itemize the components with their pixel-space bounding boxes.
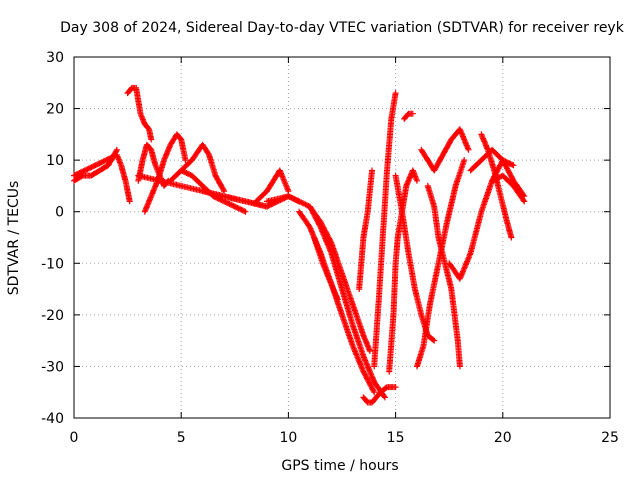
marker-path bbox=[418, 126, 472, 174]
marker-path bbox=[401, 110, 416, 122]
y-tick-label: 10 bbox=[46, 153, 64, 169]
plot-frame bbox=[73, 56, 611, 419]
y-tick-label: -10 bbox=[41, 256, 64, 272]
marker-path bbox=[356, 167, 375, 293]
series-s14 bbox=[311, 234, 341, 303]
marker-path bbox=[489, 172, 528, 205]
y-tick-label: 20 bbox=[46, 102, 64, 118]
series-s10 bbox=[253, 167, 292, 205]
chart-title: Day 308 of 2024, Sidereal Day-to-day VTE… bbox=[60, 20, 625, 36]
x-tick-label: 5 bbox=[177, 430, 186, 446]
axis-ticks: 0 5 10 15 20 25 30 20 10 0 -10 -20 -30 -40 bbox=[41, 50, 619, 446]
x-axis-label: GPS time / hours bbox=[281, 458, 398, 474]
marker-path bbox=[311, 234, 341, 303]
marker-path bbox=[124, 84, 155, 143]
series-s23 bbox=[418, 126, 472, 174]
x-tick-label: 15 bbox=[387, 430, 405, 446]
marker-path bbox=[478, 131, 515, 241]
series-s3 bbox=[124, 84, 155, 143]
series-s17 bbox=[371, 90, 399, 370]
marker-path bbox=[424, 182, 463, 370]
y-tick-label: -20 bbox=[41, 308, 64, 324]
marker-path bbox=[392, 172, 438, 344]
series-s20 bbox=[401, 110, 416, 122]
series-s27 bbox=[489, 172, 528, 205]
marker-path bbox=[306, 203, 373, 354]
marker-path bbox=[296, 208, 378, 396]
series-s16 bbox=[356, 167, 375, 293]
marker-path bbox=[264, 193, 388, 401]
marker-path bbox=[141, 131, 189, 215]
x-tick-label: 20 bbox=[494, 430, 512, 446]
marker-path bbox=[371, 90, 399, 370]
y-axis-label: SDTVAR / TECUs bbox=[6, 181, 22, 296]
marker-path bbox=[386, 167, 420, 375]
series-s11 bbox=[264, 193, 388, 401]
series-s12 bbox=[296, 208, 378, 396]
series-s5 bbox=[141, 131, 189, 215]
x-tick-label: 10 bbox=[279, 430, 297, 446]
grid-lines bbox=[74, 57, 610, 418]
series-s22 bbox=[424, 182, 463, 370]
series-s26 bbox=[478, 131, 515, 241]
series-s13 bbox=[306, 203, 373, 354]
y-tick-label: -40 bbox=[41, 411, 64, 427]
y-tick-label: 0 bbox=[55, 205, 64, 221]
data-points bbox=[71, 84, 528, 406]
series-s18 bbox=[386, 167, 420, 375]
marker-path bbox=[253, 167, 292, 205]
marker-path bbox=[360, 384, 399, 406]
x-tick-label: 25 bbox=[601, 430, 619, 446]
marker-path bbox=[71, 146, 120, 184]
series-s2 bbox=[71, 146, 120, 184]
x-tick-label: 0 bbox=[70, 430, 79, 446]
y-tick-label: -30 bbox=[41, 359, 64, 375]
series-s19 bbox=[392, 172, 438, 344]
series-s15 bbox=[360, 384, 399, 406]
y-tick-label: 30 bbox=[46, 50, 64, 66]
